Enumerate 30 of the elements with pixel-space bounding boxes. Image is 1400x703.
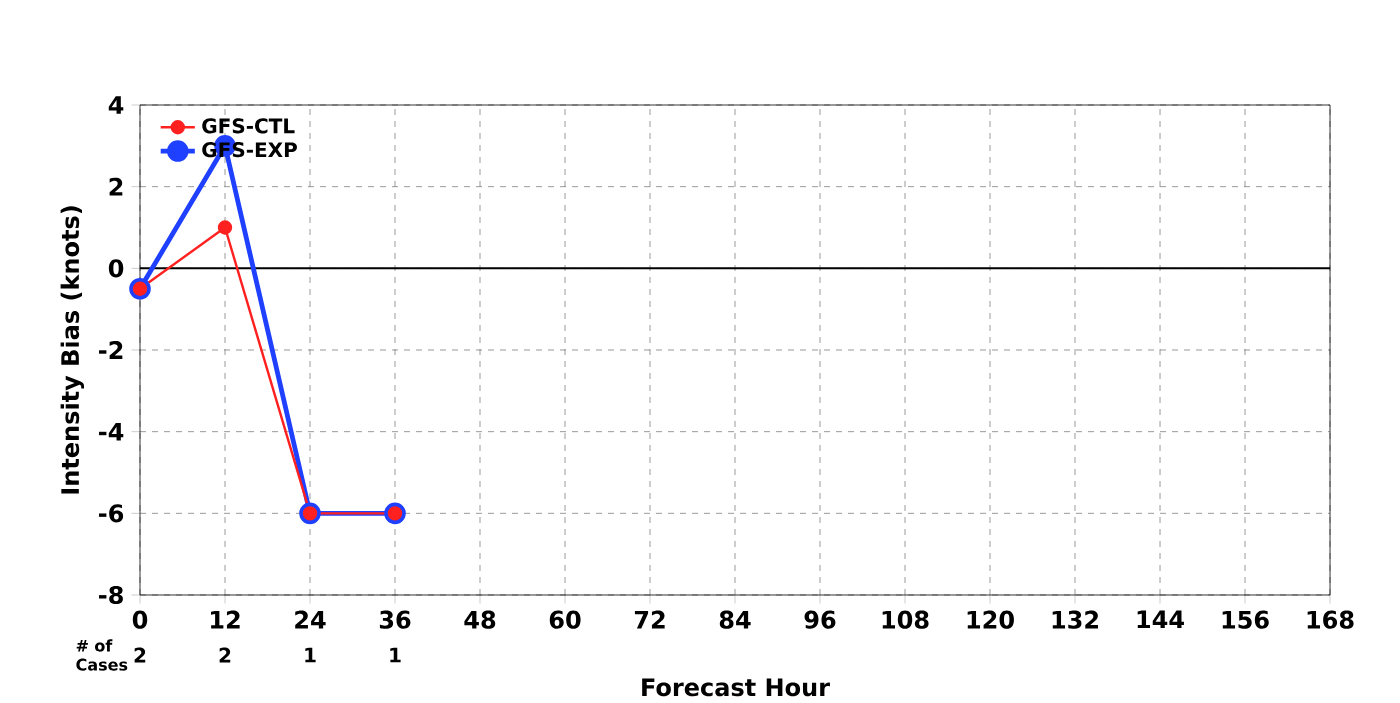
text: 1	[390, 647, 401, 663]
y-tick-label: 2	[109, 177, 123, 196]
x-tick-label: 96	[804, 610, 836, 629]
x-tick-label: 108	[882, 610, 929, 629]
x-tick-label: 72	[634, 610, 665, 629]
y-tick-label: -2	[99, 341, 123, 359]
x-tick-label: 36	[379, 610, 411, 629]
y-axis-title: Intensity Bias (knots)	[60, 206, 85, 494]
x-tick-label: 60	[549, 610, 581, 629]
text: 2	[134, 647, 146, 663]
legend-label: GFS-CTL	[202, 118, 295, 134]
y-tick-label: -4	[99, 422, 124, 441]
x-tick-label: 132	[1052, 610, 1098, 629]
x-tick-label: 120	[967, 610, 1014, 629]
y-tick-label: 0	[108, 259, 124, 278]
y-tick-label: -6	[99, 504, 124, 523]
x-tick-label: 0	[132, 610, 148, 629]
text: # of Cases	[76, 639, 128, 671]
text: 1	[305, 647, 316, 663]
y-tick-label: -8	[99, 585, 123, 605]
y-tick-label: 4	[108, 96, 124, 114]
x-tick-label: 156	[1222, 610, 1269, 629]
x-tick-label: 12	[211, 610, 240, 629]
x-axis-title: Forecast Hour	[642, 678, 830, 697]
text: 2	[219, 647, 231, 663]
x-tick-label: 48	[464, 610, 496, 629]
x-tick-label: 24	[295, 610, 326, 629]
x-tick-label: 84	[719, 610, 751, 629]
x-tick-label: 168	[1307, 610, 1354, 629]
x-tick-label: 144	[1137, 610, 1184, 629]
